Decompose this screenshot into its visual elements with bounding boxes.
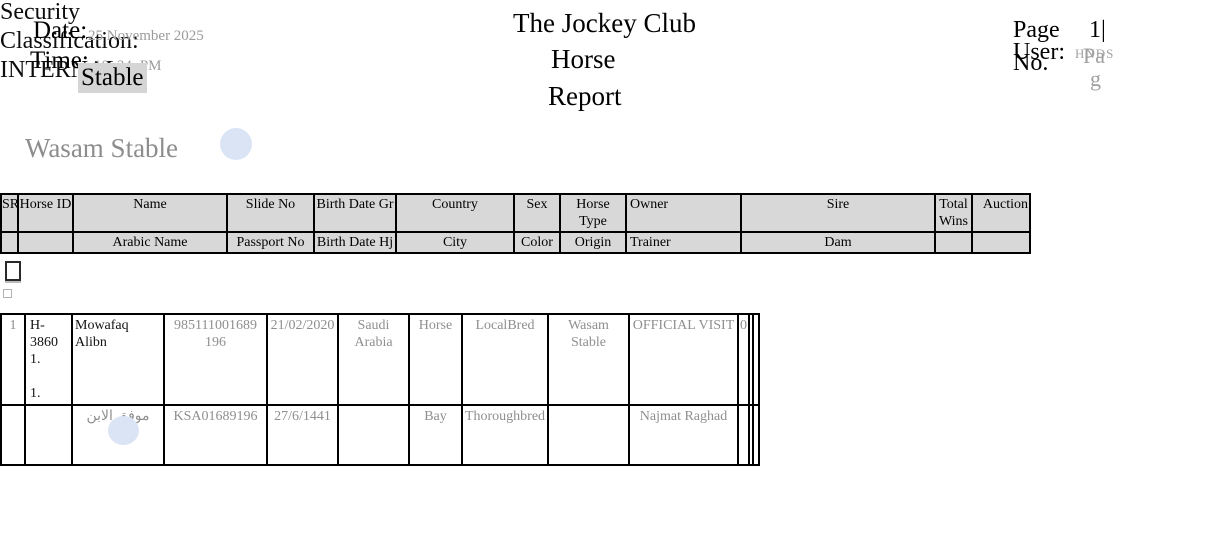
cell-name: Mowafaq Alibn (71, 313, 165, 406)
cell-total-wins: 0 (737, 313, 750, 406)
cell-city (337, 404, 410, 466)
cell-slide-no: 985111001689196 (163, 313, 268, 406)
cell-id-blank (24, 404, 73, 466)
col-header-sr: SR (0, 193, 19, 233)
report-title-line2: Horse (551, 44, 616, 74)
col-subheader-blank-auction (971, 231, 1031, 254)
page-no-label: No. (1013, 50, 1049, 76)
col-subheader-birth-date-hj: Birth Date Hj (313, 231, 397, 254)
page-fragment-line1: Pa (1083, 43, 1105, 68)
page-fragment-line2: g (1090, 66, 1101, 91)
col-subheader-color: Color (513, 231, 561, 254)
col-header-horse-id: Horse ID (17, 193, 74, 233)
date-label: Date: (33, 17, 88, 44)
cell-horse-type: LocalBred (461, 313, 549, 406)
col-subheader-dam: Dam (740, 231, 936, 254)
cell-birth-date-hj: 27/6/1441 (266, 404, 339, 466)
col-subheader-city: City (395, 231, 515, 254)
header-row-1: SR Horse ID Name Slide No Birth Date Gr … (0, 193, 1031, 233)
col-header-total-wins: Total Wins (934, 193, 973, 233)
stable-highlighted-text: Stable (78, 63, 147, 93)
col-subheader-blank-sr (0, 231, 19, 254)
cell-sire: OFFICIAL VISIT (628, 313, 739, 406)
cell-country: Saudi Arabia (337, 313, 410, 406)
user-value: HNDS (1075, 46, 1115, 61)
cell-horse-id: H-3860 1. 1. (24, 313, 73, 406)
col-header-owner: Owner (625, 193, 742, 233)
cell-birth-date-gr: 21/02/2020 (266, 313, 339, 406)
cell-narrow-blank (752, 404, 760, 466)
cell-sr-blank (0, 404, 26, 466)
cell-owner: Wasam Stable (547, 313, 630, 406)
cell-narrow-blank (748, 404, 754, 466)
cell-sex: Horse (408, 313, 463, 406)
date-value: 25 November 2025 (88, 28, 204, 44)
page-number: 1| (1089, 17, 1106, 43)
col-header-birth-date-gr: Birth Date Gr (313, 193, 397, 233)
col-header-country: Country (395, 193, 515, 233)
col-header-sex: Sex (513, 193, 561, 233)
col-header-slide-no: Slide No (226, 193, 315, 233)
cell-wins-blank (737, 404, 750, 466)
col-subheader-arabic-name: Arabic Name (72, 231, 228, 254)
cell-passport-no: KSA01689196 (163, 404, 268, 466)
cell-color: Bay (408, 404, 463, 466)
header-row-2: Arabic Name Passport No Birth Date Hj Ci… (0, 231, 1031, 254)
col-subheader-origin: Origin (559, 231, 627, 254)
cell-sr: 1 (0, 313, 26, 406)
cell-narrow-blank (748, 313, 754, 406)
stable-section-title: Wasam Stable (25, 133, 179, 163)
cell-narrow-blank (752, 313, 760, 406)
col-subheader-passport-no: Passport No (226, 231, 315, 254)
report-title-line1: The Jockey Club (513, 8, 696, 38)
col-header-sire: Sire (740, 193, 936, 233)
cell-dam: Najmat Raghad (628, 404, 739, 466)
col-header-name: Name (72, 193, 228, 233)
horse-table-header: SR Horse ID Name Slide No Birth Date Gr … (0, 193, 1031, 254)
col-subheader-blank-id (17, 231, 74, 254)
checkbox-small[interactable] (3, 289, 12, 298)
col-header-auction: Auction (971, 193, 1031, 233)
blue-dot-marker (108, 416, 139, 445)
page-label: Page (1013, 17, 1060, 43)
blue-dot-marker (220, 128, 252, 160)
report-title-line3: Report (548, 81, 622, 111)
cell-origin: Thoroughbred (461, 404, 549, 466)
col-subheader-trainer: Trainer (625, 231, 742, 254)
table-row: 1 H-3860 1. 1. Mowafaq Alibn 98511100168… (0, 313, 760, 406)
user-label: User: (1013, 39, 1065, 65)
cell-trainer (547, 404, 630, 466)
col-header-horse-type: Horse Type (559, 193, 627, 233)
horse-data-table: 1 H-3860 1. 1. Mowafaq Alibn 98511100168… (0, 313, 760, 466)
checkbox-large[interactable] (5, 261, 21, 281)
col-subheader-blank-wins (934, 231, 973, 254)
